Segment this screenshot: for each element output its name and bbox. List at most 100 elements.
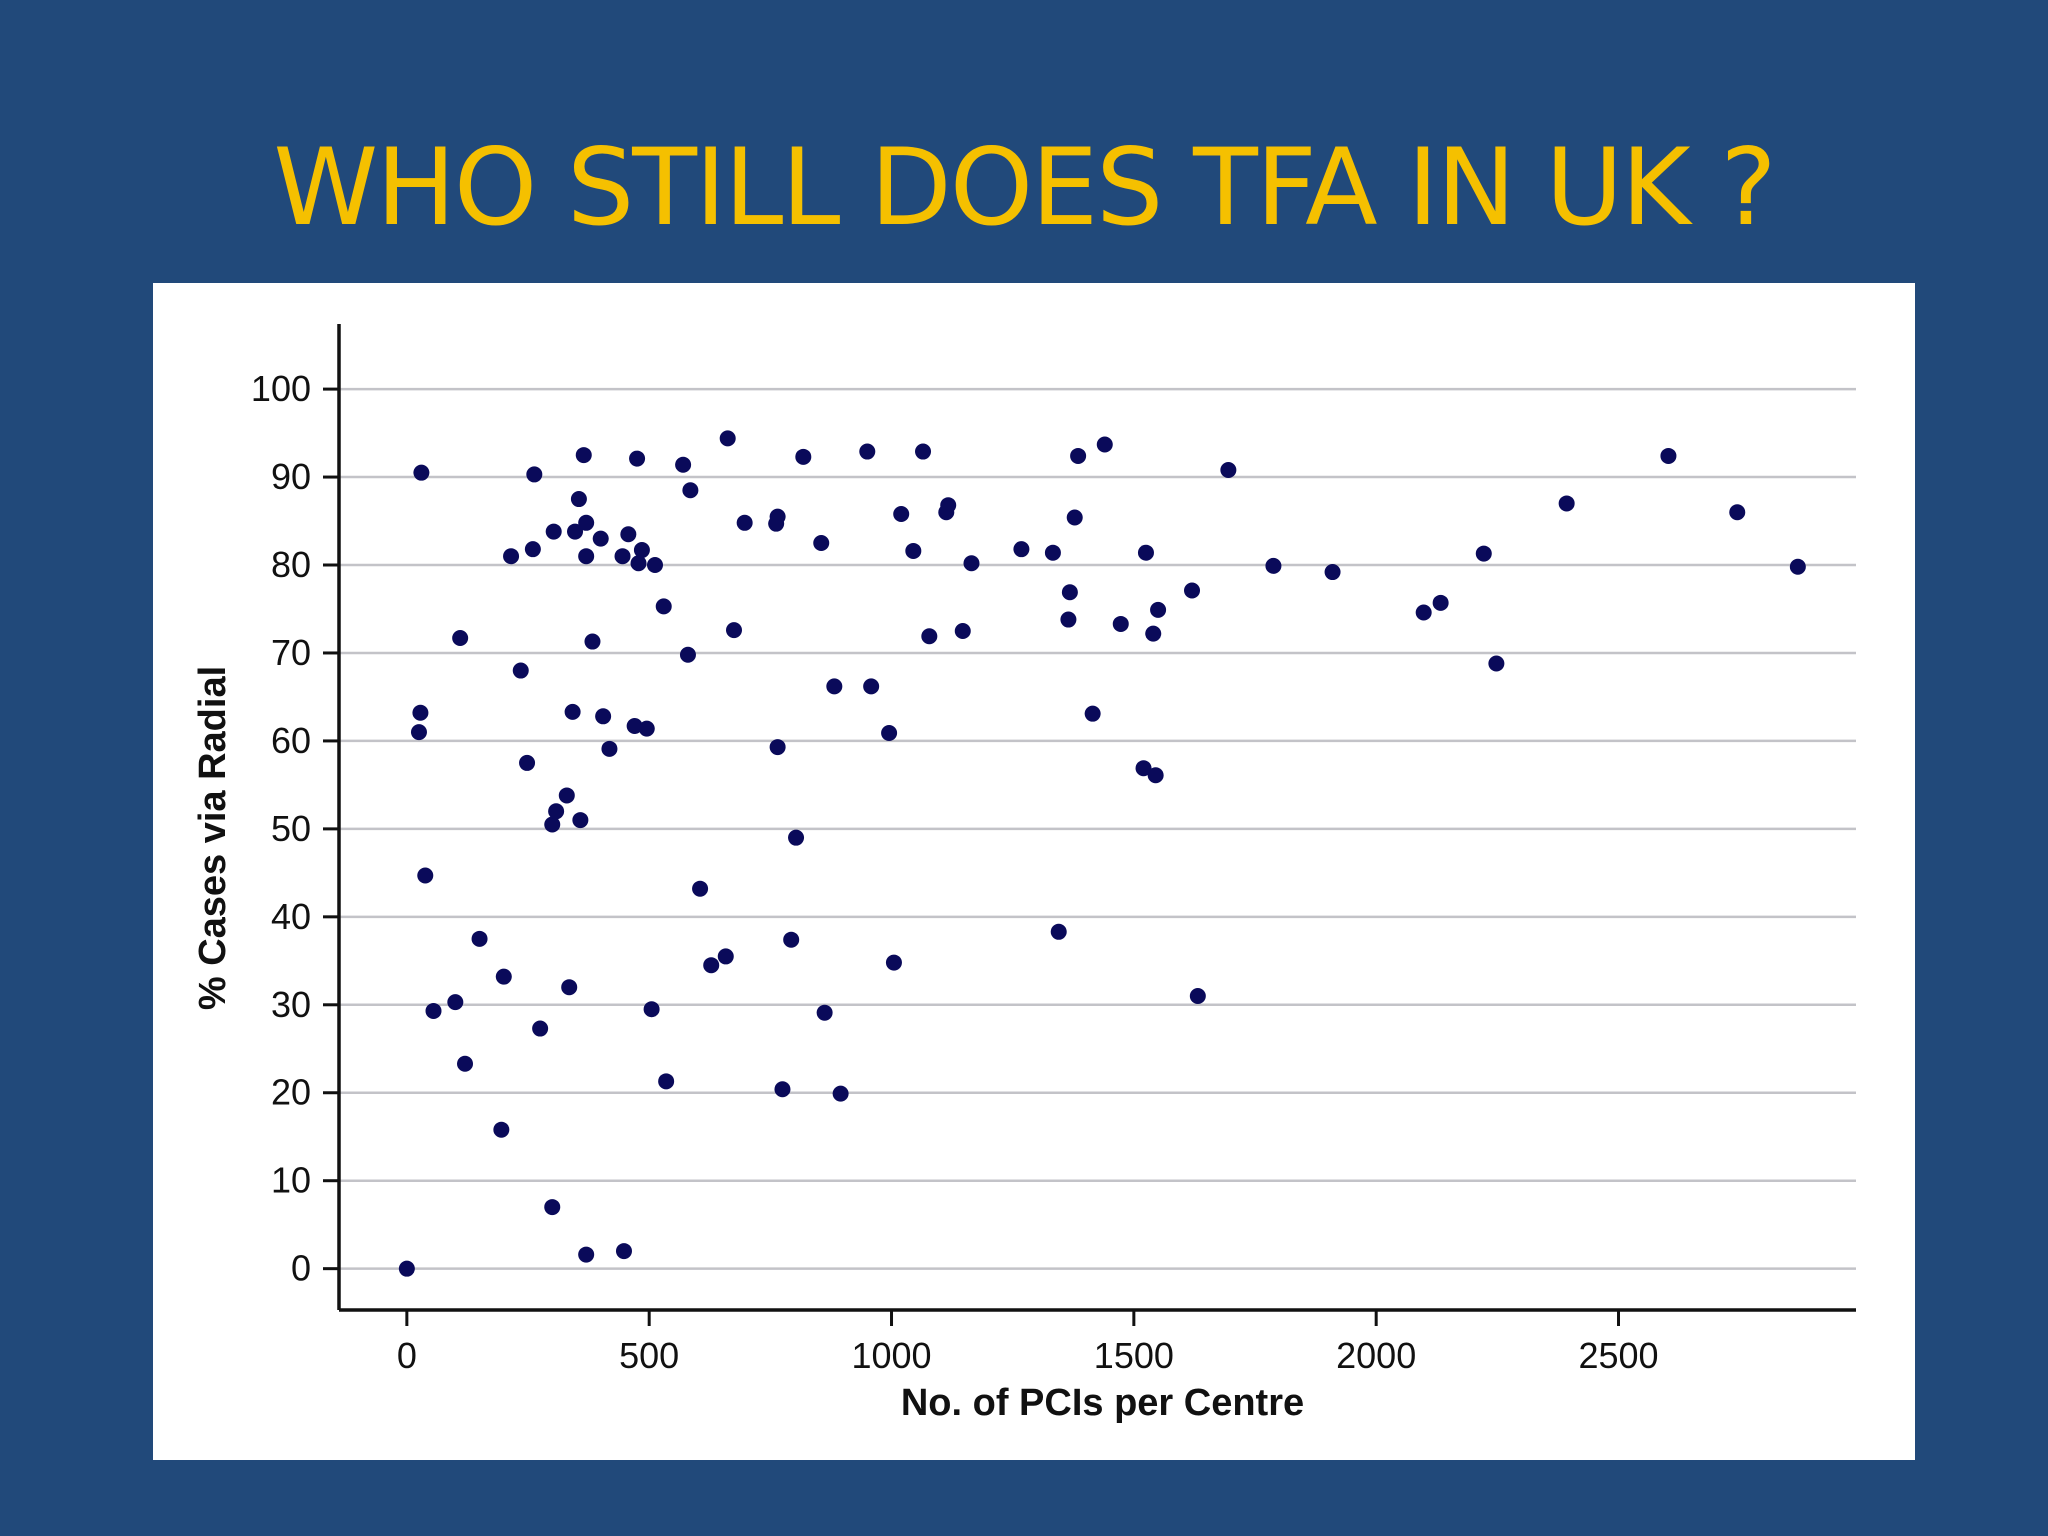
data-point xyxy=(885,954,902,971)
data-point xyxy=(769,508,786,525)
data-point xyxy=(413,464,430,481)
data-point xyxy=(630,555,647,572)
data-point xyxy=(544,1199,561,1216)
data-point xyxy=(398,1260,415,1277)
data-point xyxy=(425,1002,442,1019)
data-point xyxy=(679,646,696,663)
data-point xyxy=(545,523,562,540)
data-point xyxy=(1150,601,1167,618)
data-point xyxy=(675,456,692,473)
y-tick-label: 0 xyxy=(291,1248,311,1289)
data-point xyxy=(1324,564,1341,581)
data-point xyxy=(578,548,595,565)
data-point xyxy=(647,557,664,574)
data-point xyxy=(457,1055,474,1072)
data-point xyxy=(719,430,736,447)
data-point xyxy=(1070,447,1087,464)
data-point xyxy=(1488,655,1505,672)
data-point xyxy=(881,725,898,742)
data-point xyxy=(1432,594,1449,611)
y-tick-label: 20 xyxy=(271,1072,311,1113)
data-point xyxy=(905,542,922,559)
data-point xyxy=(526,466,543,483)
data-point xyxy=(795,448,812,465)
data-point xyxy=(783,931,800,948)
data-point xyxy=(558,787,575,804)
axes xyxy=(323,324,1856,1326)
data-point xyxy=(1475,545,1492,562)
data-point xyxy=(788,829,805,846)
data-point xyxy=(832,1085,849,1102)
data-point xyxy=(524,541,541,558)
data-point xyxy=(813,535,830,552)
data-point xyxy=(544,816,561,833)
data-point xyxy=(826,678,843,695)
data-point xyxy=(629,450,646,467)
data-point xyxy=(893,505,910,522)
data-point xyxy=(620,526,637,543)
data-point xyxy=(1729,504,1746,521)
data-point xyxy=(471,930,488,947)
data-point xyxy=(774,1081,791,1098)
data-point xyxy=(578,514,595,531)
data-point xyxy=(954,622,971,639)
data-point xyxy=(452,630,469,647)
data-point xyxy=(915,443,932,460)
data-point xyxy=(692,880,709,897)
data-point xyxy=(1066,509,1083,526)
data-point xyxy=(736,514,753,531)
data-point xyxy=(570,491,587,508)
data-point xyxy=(575,447,592,464)
data-point xyxy=(564,703,581,720)
data-point xyxy=(940,497,957,514)
data-point xyxy=(412,704,429,721)
x-tick-label: 0 xyxy=(397,1335,417,1376)
data-point xyxy=(717,948,734,965)
data-point xyxy=(1044,544,1061,561)
data-point xyxy=(726,622,743,639)
data-point xyxy=(1415,604,1432,621)
data-point xyxy=(548,803,565,820)
data-point xyxy=(1558,495,1575,512)
data-point xyxy=(643,1001,660,1018)
data-point xyxy=(572,812,589,829)
data-point xyxy=(703,957,720,974)
data-point xyxy=(567,523,584,540)
x-axis-title: No. of PCIs per Centre xyxy=(901,1382,1304,1424)
data-point xyxy=(1084,705,1101,722)
y-tick-label: 30 xyxy=(271,984,311,1025)
y-tick-label: 60 xyxy=(271,720,311,761)
data-point xyxy=(1184,582,1201,599)
data-point xyxy=(1265,557,1282,574)
data-point xyxy=(1061,584,1078,601)
data-point xyxy=(601,740,618,757)
data-point xyxy=(1220,462,1237,479)
data-point xyxy=(863,678,880,695)
data-point xyxy=(519,754,536,771)
data-point xyxy=(1145,625,1162,642)
slide-title: WHO STILL DOES TFA IN UK ? xyxy=(273,126,1776,249)
x-tick-label: 1000 xyxy=(851,1335,931,1376)
data-point xyxy=(512,662,529,679)
data-point xyxy=(658,1073,675,1090)
data-points xyxy=(398,430,1806,1277)
data-point xyxy=(1147,767,1164,784)
y-tick-label: 70 xyxy=(271,632,311,673)
data-point xyxy=(615,1243,632,1260)
x-tick-label: 2500 xyxy=(1578,1335,1658,1376)
data-point xyxy=(614,548,631,565)
y-tick-label: 50 xyxy=(271,808,311,849)
data-point xyxy=(1060,611,1077,628)
data-point xyxy=(921,628,938,645)
data-point xyxy=(532,1020,549,1037)
data-point xyxy=(410,724,427,741)
x-tick-label: 2000 xyxy=(1336,1335,1416,1376)
data-point xyxy=(1112,615,1129,632)
data-point xyxy=(638,720,655,737)
data-point xyxy=(626,717,643,734)
x-tick-label: 500 xyxy=(619,1335,679,1376)
y-tick-label: 90 xyxy=(271,456,311,497)
y-tick-label: 10 xyxy=(271,1160,311,1201)
